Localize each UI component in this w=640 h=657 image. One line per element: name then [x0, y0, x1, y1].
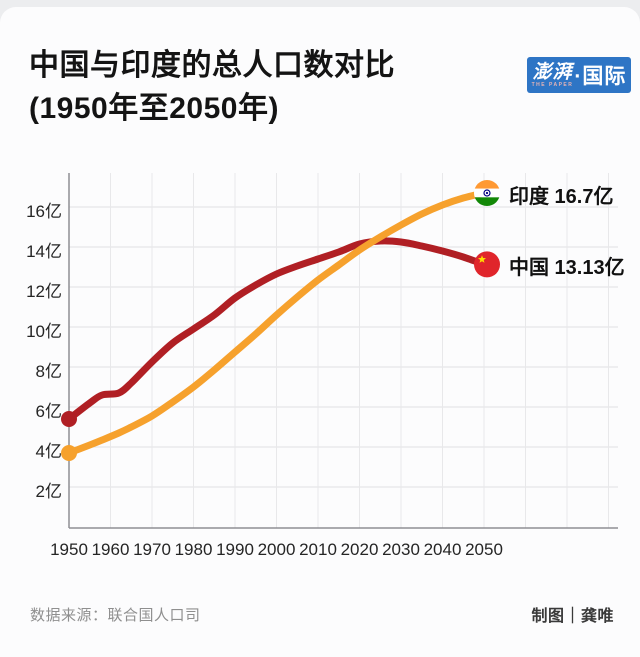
y-axis-tick-label: 10亿: [26, 322, 62, 341]
logo-brand-block: 澎湃 THE PAPER: [532, 63, 574, 88]
y-axis-tick-label: 6亿: [35, 402, 62, 421]
y-axis-tick-label: 14亿: [26, 242, 62, 261]
x-axis-tick-label: 1990: [216, 540, 254, 559]
page-title: 中国与印度的总人口数对比 (1950年至2050年): [29, 44, 395, 130]
thepaper-international-logo: 澎湃 THE PAPER ·国际: [527, 57, 631, 93]
title-line-1: 中国与印度的总人口数对比: [29, 49, 395, 82]
y-axis-tick-label: 2亿: [35, 482, 62, 501]
credit: 制图｜龚唯: [531, 608, 614, 625]
x-axis-tick-label: 2000: [257, 540, 296, 559]
logo-tagline: THE PAPER: [531, 81, 574, 88]
logo-section-text: ·国际: [574, 65, 627, 88]
x-axis-tick-label: 2010: [299, 540, 337, 559]
x-axis-tick-label: 2050: [465, 540, 503, 559]
legend-china-label: 中国 13.13亿: [509, 257, 625, 280]
y-axis-tick-label: 4亿: [35, 442, 62, 461]
title-line-2: (1950年至2050年): [29, 92, 279, 125]
x-axis-tick-label: 1950: [50, 540, 88, 559]
x-axis-tick-label: 2040: [423, 540, 462, 559]
x-axis-tick-label: 1980: [174, 540, 213, 559]
legend-india-label: 印度 16.7亿: [509, 186, 614, 208]
x-axis-tick-label: 1960: [91, 540, 130, 559]
logo-brand-text: 澎湃: [532, 61, 573, 83]
y-axis-tick-label: 16亿: [26, 202, 62, 221]
y-axis-tick-label: 8亿: [35, 362, 62, 381]
data-source: 数据来源：联合国人口司: [30, 607, 201, 624]
y-axis-tick-label: 12亿: [26, 282, 62, 301]
x-axis-tick-label: 2020: [340, 540, 379, 559]
x-axis-tick-label: 2030: [382, 540, 420, 559]
x-axis-tick-label: 1970: [133, 540, 171, 559]
